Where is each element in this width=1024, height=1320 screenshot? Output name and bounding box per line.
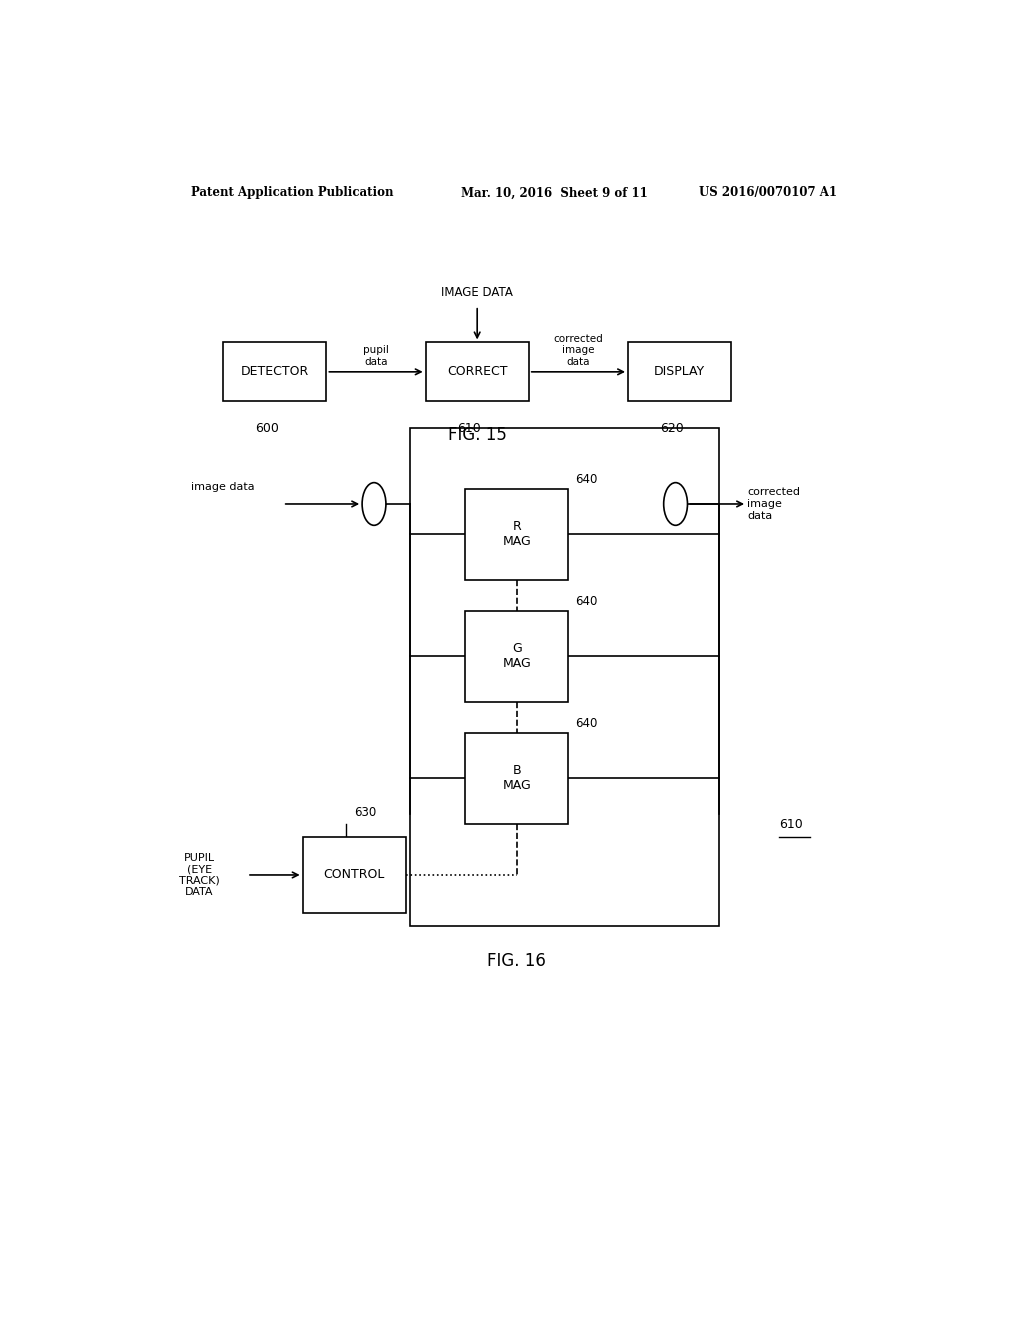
FancyBboxPatch shape (303, 837, 406, 913)
Text: image data: image data (191, 482, 255, 492)
Text: 620: 620 (659, 421, 683, 434)
FancyBboxPatch shape (465, 611, 568, 702)
Text: 630: 630 (354, 805, 377, 818)
Text: 610: 610 (778, 817, 803, 830)
Text: 640: 640 (574, 594, 597, 607)
Text: PUPIL
(EYE
TRACK)
DATA: PUPIL (EYE TRACK) DATA (179, 853, 220, 898)
Text: corrected
image
data: corrected image data (554, 334, 603, 367)
Text: 640: 640 (574, 473, 597, 486)
Text: US 2016/0070107 A1: US 2016/0070107 A1 (699, 186, 838, 199)
Text: CORRECT: CORRECT (446, 366, 508, 379)
Text: B
MAG: B MAG (503, 764, 531, 792)
Text: R
MAG: R MAG (503, 520, 531, 549)
FancyBboxPatch shape (223, 342, 327, 401)
FancyBboxPatch shape (465, 733, 568, 824)
FancyBboxPatch shape (410, 428, 719, 925)
Text: Mar. 10, 2016  Sheet 9 of 11: Mar. 10, 2016 Sheet 9 of 11 (461, 186, 648, 199)
Text: G
MAG: G MAG (503, 643, 531, 671)
Ellipse shape (664, 483, 687, 525)
Text: 610: 610 (458, 421, 481, 434)
Ellipse shape (362, 483, 386, 525)
Text: pupil
data: pupil data (364, 345, 389, 367)
FancyBboxPatch shape (426, 342, 528, 401)
Text: corrected
image
data: corrected image data (748, 487, 800, 520)
Text: 640: 640 (574, 717, 597, 730)
Text: DETECTOR: DETECTOR (241, 366, 309, 379)
Text: IMAGE DATA: IMAGE DATA (441, 285, 513, 298)
Text: DISPLAY: DISPLAY (654, 366, 706, 379)
Text: Patent Application Publication: Patent Application Publication (191, 186, 394, 199)
Text: FIG. 15: FIG. 15 (447, 426, 507, 444)
Text: CONTROL: CONTROL (324, 869, 385, 882)
FancyBboxPatch shape (628, 342, 731, 401)
Text: FIG. 16: FIG. 16 (487, 952, 546, 970)
Text: 600: 600 (255, 421, 279, 434)
FancyBboxPatch shape (465, 488, 568, 581)
